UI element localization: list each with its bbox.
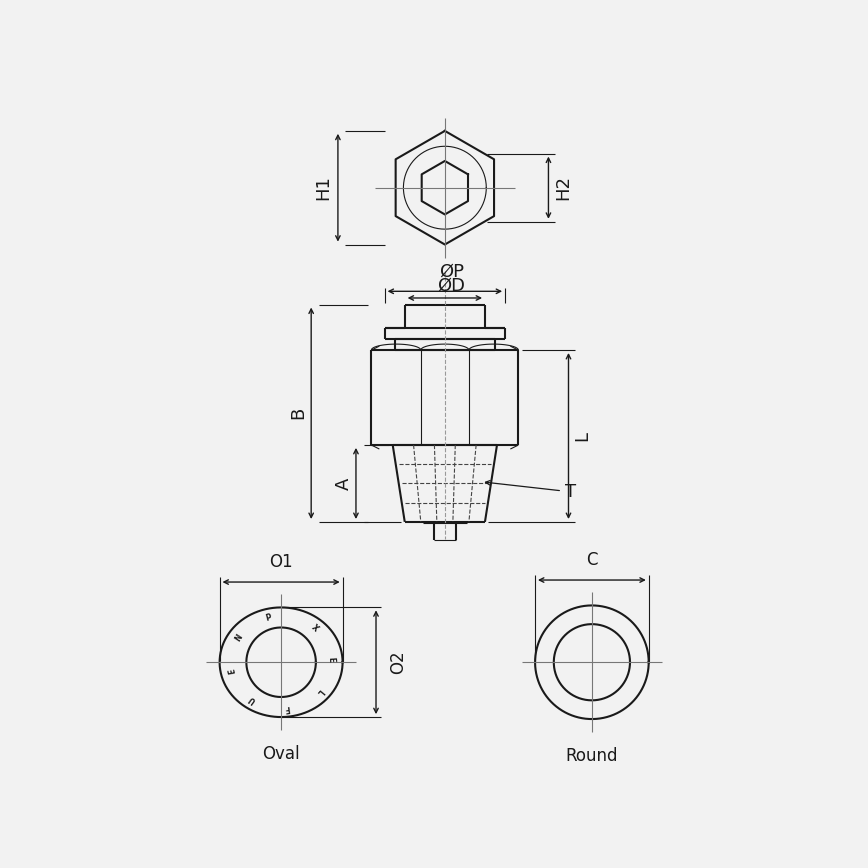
Text: X: X: [310, 623, 320, 634]
Text: O1: O1: [269, 553, 293, 571]
Text: Round: Round: [566, 747, 618, 765]
Text: N: N: [233, 632, 245, 642]
Text: O2: O2: [390, 650, 407, 674]
Text: E: E: [227, 667, 238, 674]
Text: ØD: ØD: [437, 277, 465, 294]
Text: F: F: [284, 703, 291, 713]
Text: E: E: [326, 656, 335, 662]
Text: T: T: [485, 481, 576, 501]
Text: L: L: [314, 687, 324, 696]
Text: U: U: [247, 694, 257, 705]
Text: C: C: [586, 551, 598, 569]
Text: H2: H2: [554, 175, 572, 201]
Text: Oval: Oval: [262, 745, 300, 763]
Text: B: B: [289, 407, 306, 419]
Text: H1: H1: [314, 175, 332, 201]
Text: P: P: [265, 613, 273, 622]
Text: L: L: [573, 431, 591, 441]
Text: ØP: ØP: [439, 263, 464, 280]
Text: A: A: [335, 477, 353, 490]
